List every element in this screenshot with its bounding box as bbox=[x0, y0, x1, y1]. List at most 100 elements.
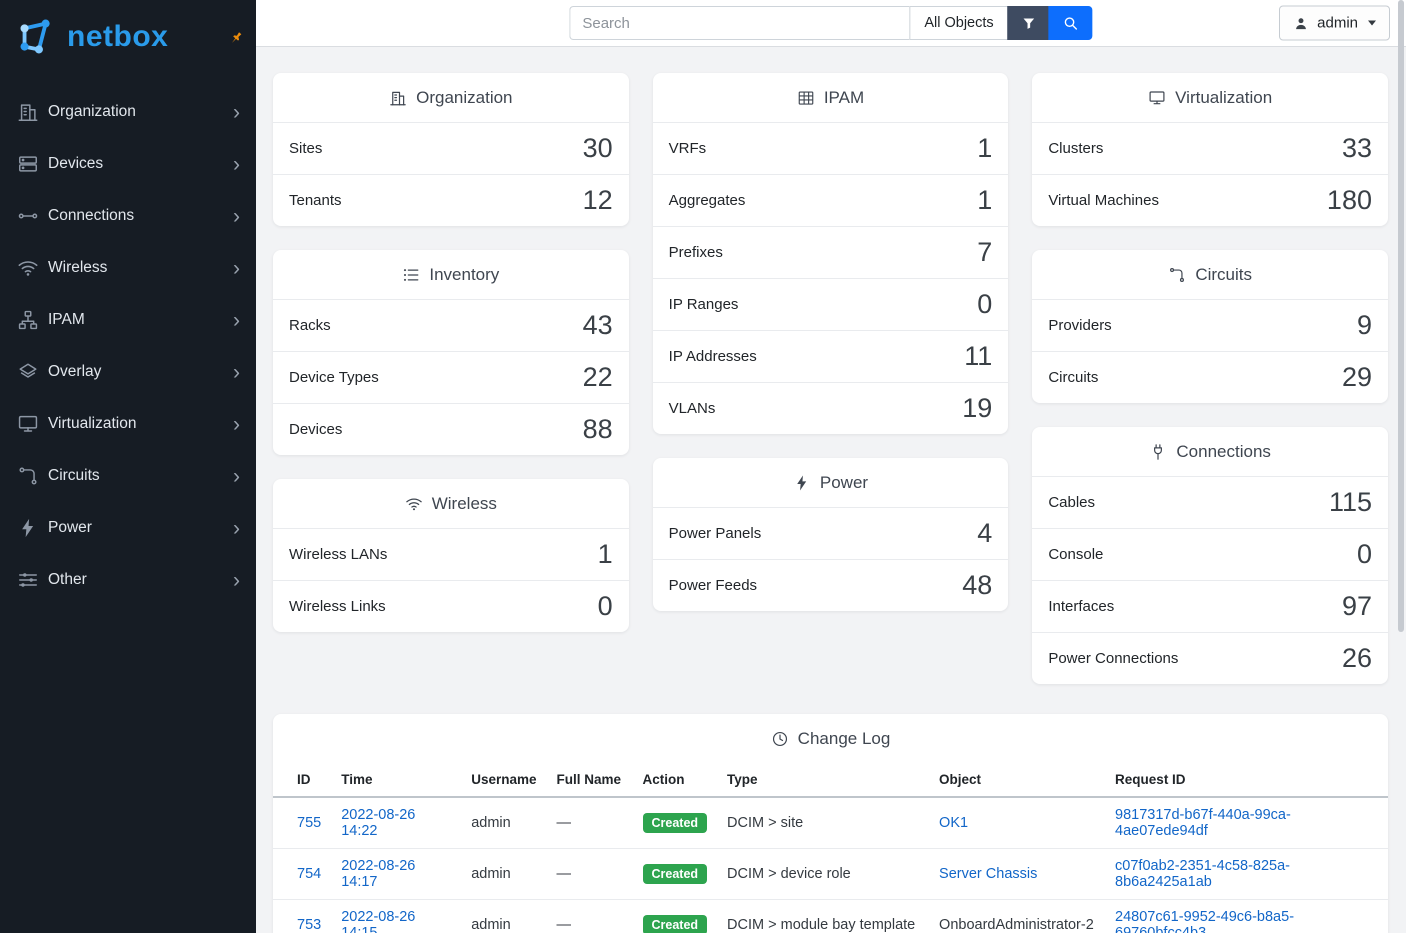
change-type: DCIM > site bbox=[717, 797, 930, 849]
wireless-card: Wireless Wireless LANs 1 Wireless Links … bbox=[273, 479, 629, 632]
change-object-link[interactable]: OK1 bbox=[939, 815, 969, 831]
action-badge: Created bbox=[642, 863, 708, 885]
change-full-name: — bbox=[546, 899, 633, 933]
changelog-card: Change Log ID Time Username Full Name Ac… bbox=[273, 714, 1388, 933]
stat-row-wireless-lans[interactable]: Wireless LANs 1 bbox=[273, 528, 629, 580]
stat-row-devices[interactable]: Devices 88 bbox=[273, 403, 629, 455]
stat-label: Circuits bbox=[1048, 369, 1099, 386]
stat-row-ip-ranges[interactable]: IP Ranges 0 bbox=[652, 278, 1009, 330]
sidebar-header: netbox bbox=[0, 0, 256, 70]
stat-label: Sites bbox=[289, 140, 323, 157]
stat-row-clusters[interactable]: Clusters 33 bbox=[1032, 122, 1388, 174]
stat-row-prefixes[interactable]: Prefixes 7 bbox=[652, 226, 1009, 278]
stat-row-virtual-machines[interactable]: Virtual Machines 180 bbox=[1032, 174, 1388, 226]
stat-row-interfaces[interactable]: Interfaces 97 bbox=[1032, 580, 1388, 632]
sidebar-item-devices[interactable]: Devices bbox=[0, 138, 256, 190]
column-header-request-id: Request ID bbox=[1105, 763, 1388, 798]
stat-label: IP Addresses bbox=[668, 348, 757, 365]
card-title-text: Connections bbox=[1176, 442, 1271, 461]
stat-value: 26 bbox=[1341, 643, 1372, 673]
column-header-username: Username bbox=[461, 763, 547, 798]
change-request-id-link[interactable]: c07f0ab2-2351-4c58-825a-8b6a2425a1ab bbox=[1115, 858, 1290, 890]
change-id-link[interactable]: 754 bbox=[297, 866, 322, 882]
stat-row-circuits[interactable]: Circuits 29 bbox=[1032, 351, 1388, 403]
main-area: All Objects admin Organization bbox=[256, 0, 1406, 933]
sliders-icon bbox=[17, 569, 39, 591]
chevron-right-icon bbox=[233, 466, 240, 487]
chevron-right-icon bbox=[233, 414, 240, 435]
stat-row-ip-addresses[interactable]: IP Addresses 11 bbox=[652, 330, 1009, 382]
change-id-link[interactable]: 755 bbox=[297, 815, 322, 831]
stat-row-vlans[interactable]: VLANs 19 bbox=[652, 382, 1009, 434]
change-time-link[interactable]: 2022-08-26 14:15 bbox=[341, 909, 416, 933]
magnifier-icon bbox=[1063, 15, 1079, 31]
user-menu-button[interactable]: admin bbox=[1279, 5, 1390, 41]
connections-card-title: Connections bbox=[1032, 427, 1388, 476]
stat-row-sites[interactable]: Sites 30 bbox=[273, 122, 629, 174]
organization-card: Organization Sites 30 Tenants 12 bbox=[273, 73, 629, 226]
power-card-title: Power bbox=[653, 458, 1009, 507]
stat-row-wireless-links[interactable]: Wireless Links 0 bbox=[273, 580, 629, 632]
scrollbar-thumb[interactable] bbox=[1398, 0, 1404, 632]
stat-label: Power Feeds bbox=[668, 577, 758, 594]
stat-row-device-types[interactable]: Device Types 22 bbox=[273, 351, 629, 403]
stat-row-power-panels[interactable]: Power Panels 4 bbox=[652, 507, 1009, 559]
search-group: All Objects bbox=[569, 6, 1093, 40]
object-type-dropdown[interactable]: All Objects bbox=[909, 6, 1009, 40]
stat-row-providers[interactable]: Providers 9 bbox=[1032, 299, 1388, 351]
sidebar-item-connections[interactable]: Connections bbox=[0, 190, 256, 242]
sidebar-item-power[interactable]: Power bbox=[0, 502, 256, 554]
sidebar-item-wireless[interactable]: Wireless bbox=[0, 242, 256, 294]
sidebar-item-overlay[interactable]: Overlay bbox=[0, 346, 256, 398]
search-button[interactable] bbox=[1048, 6, 1093, 40]
filter-button[interactable] bbox=[1007, 6, 1050, 40]
sidebar-item-label: Circuits bbox=[48, 467, 100, 484]
stat-row-power-connections[interactable]: Power Connections 26 bbox=[1032, 632, 1388, 684]
sidebar-item-ipam[interactable]: IPAM bbox=[0, 294, 256, 346]
chevron-right-icon bbox=[233, 206, 240, 227]
changelog-row: 754 2022-08-26 14:17 admin — Created DCI… bbox=[273, 848, 1388, 900]
bolt-icon bbox=[17, 517, 39, 539]
stat-row-power-feeds[interactable]: Power Feeds 48 bbox=[652, 559, 1009, 611]
change-request-id-link[interactable]: 9817317d-b67f-440a-99ca-4ae07ede94df bbox=[1115, 807, 1291, 839]
stat-label: Devices bbox=[289, 421, 343, 438]
clock-icon bbox=[771, 730, 789, 748]
stat-value: 30 bbox=[582, 133, 613, 163]
sidebar-item-organization[interactable]: Organization bbox=[0, 86, 256, 138]
stat-label: Interfaces bbox=[1048, 598, 1115, 615]
sidebar-item-label: Virtualization bbox=[48, 415, 137, 432]
plug-icon bbox=[1149, 443, 1167, 461]
cable-icon bbox=[17, 205, 39, 227]
stat-label: Device Types bbox=[289, 369, 379, 386]
stat-row-aggregates[interactable]: Aggregates 1 bbox=[652, 174, 1009, 226]
stat-value: 115 bbox=[1328, 487, 1372, 517]
column-header-full-name: Full Name bbox=[546, 763, 633, 798]
netbox-logo[interactable]: netbox bbox=[14, 14, 168, 60]
stat-value: 1 bbox=[977, 133, 993, 163]
sidebar-item-circuits[interactable]: Circuits bbox=[0, 450, 256, 502]
inventory-card-title: Inventory bbox=[273, 250, 629, 299]
change-time-link[interactable]: 2022-08-26 14:22 bbox=[341, 807, 416, 839]
chevron-right-icon bbox=[233, 362, 240, 383]
change-object-link[interactable]: Server Chassis bbox=[939, 866, 1038, 882]
stat-row-cables[interactable]: Cables 115 bbox=[1032, 476, 1388, 528]
search-input[interactable] bbox=[569, 6, 910, 40]
column-header-object: Object bbox=[929, 763, 1106, 798]
caret-down-icon bbox=[1368, 20, 1376, 26]
circuits-card-title: Circuits bbox=[1032, 250, 1388, 299]
change-id-link[interactable]: 753 bbox=[297, 917, 322, 933]
pin-sidebar-icon[interactable] bbox=[228, 30, 244, 46]
sidebar-item-virtualization[interactable]: Virtualization bbox=[0, 398, 256, 450]
change-type: DCIM > module bay template bbox=[717, 899, 930, 933]
stat-row-racks[interactable]: Racks 43 bbox=[273, 299, 629, 351]
sidebar-item-label: Other bbox=[48, 571, 87, 588]
stat-row-console[interactable]: Console 0 bbox=[1032, 528, 1388, 580]
stat-row-vrfs[interactable]: VRFs 1 bbox=[652, 122, 1009, 174]
sidebar-item-other[interactable]: Other bbox=[0, 554, 256, 606]
card-title-text: Circuits bbox=[1195, 265, 1252, 284]
stat-label: VRFs bbox=[668, 140, 707, 157]
stat-row-tenants[interactable]: Tenants 12 bbox=[273, 174, 629, 226]
change-request-id-link[interactable]: 24807c61-9952-49c6-b8a5-69760bfcc4b3 bbox=[1115, 909, 1295, 933]
change-time-link[interactable]: 2022-08-26 14:17 bbox=[341, 858, 416, 890]
change-type: DCIM > device role bbox=[717, 848, 930, 900]
